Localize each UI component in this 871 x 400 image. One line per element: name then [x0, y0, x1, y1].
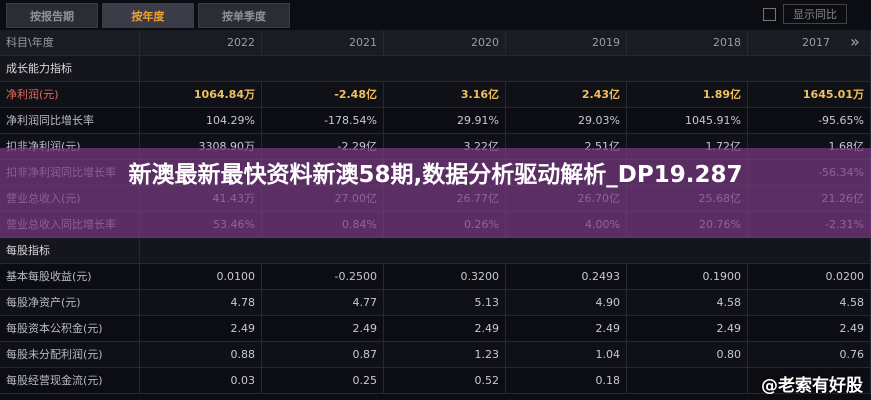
table-cell: 2.49	[262, 316, 384, 342]
table-cell: 2.43亿	[506, 82, 627, 108]
table-cell: 4.58	[748, 290, 871, 316]
table-cell: 3.16亿	[384, 82, 506, 108]
row-label: 净利润同比增长率	[0, 108, 140, 134]
table-cell: 29.03%	[506, 108, 627, 134]
column-header: 科目\年度	[0, 30, 140, 56]
table-cell: 2.49	[627, 316, 748, 342]
table-cell: 29.91%	[384, 108, 506, 134]
table-cell: 0.25	[262, 368, 384, 394]
row-label: 净利润(元)	[0, 82, 140, 108]
column-header: 2017	[748, 30, 871, 56]
table-cell: 0.76	[748, 342, 871, 368]
table-cell: -0.2500	[262, 264, 384, 290]
row-label: 每股净资产(元)	[0, 290, 140, 316]
table-cell: 0.18	[506, 368, 627, 394]
watermark: @老索有好股	[761, 376, 863, 396]
table-cell: 4.77	[262, 290, 384, 316]
column-header: 2022	[140, 30, 262, 56]
column-header: 2021	[262, 30, 384, 56]
row-label: 基本每股收益(元)	[0, 264, 140, 290]
table-cell: 0.88	[140, 342, 262, 368]
table-cell: 0.3200	[384, 264, 506, 290]
table-cell: 4.90	[506, 290, 627, 316]
table-cell: 2.49	[384, 316, 506, 342]
row-label: 每股经营现金流(元)	[0, 368, 140, 394]
checkbox[interactable]	[763, 8, 776, 21]
table-cell: 2.49	[748, 316, 871, 342]
row-label: 每股未分配利润(元)	[0, 342, 140, 368]
table-cell: 0.0100	[140, 264, 262, 290]
table-cell	[627, 368, 748, 394]
more-button[interactable]: »	[850, 32, 860, 51]
table-cell: 4.78	[140, 290, 262, 316]
table-cell: 0.2493	[506, 264, 627, 290]
table-cell: 2.49	[140, 316, 262, 342]
table-cell: 0.03	[140, 368, 262, 394]
table-cell: 1064.84万	[140, 82, 262, 108]
table-cell: 1645.01万	[748, 82, 871, 108]
table-cell: -2.48亿	[262, 82, 384, 108]
row-label: 每股资本公积金(元)	[0, 316, 140, 342]
table-cell: 5.13	[384, 290, 506, 316]
tab[interactable]: 按单季度	[198, 3, 290, 28]
table-cell: 1.89亿	[627, 82, 748, 108]
table-cell: -178.54%	[262, 108, 384, 134]
table-cell: 2.49	[506, 316, 627, 342]
table-cell: 0.0200	[748, 264, 871, 290]
column-header: 2020	[384, 30, 506, 56]
section-fill	[140, 56, 871, 82]
table-cell: 0.87	[262, 342, 384, 368]
tab[interactable]: 按年度	[102, 3, 194, 28]
option-label[interactable]: 显示同比	[783, 4, 847, 24]
table-cell: 4.58	[627, 290, 748, 316]
row-label: 每股指标	[0, 238, 140, 264]
table-cell: 0.1900	[627, 264, 748, 290]
tab[interactable]: 按报告期	[6, 3, 98, 28]
table-cell: 0.80	[627, 342, 748, 368]
table-cell: -95.65%	[748, 108, 871, 134]
row-label: 成长能力指标	[0, 56, 140, 82]
banner: 新澳最新最快资料新澳58期,数据分析驱动解析_DP19.287	[0, 148, 871, 238]
table-cell: 0.52	[384, 368, 506, 394]
table-cell: 1.04	[506, 342, 627, 368]
section-fill	[140, 238, 871, 264]
column-header: 2018	[627, 30, 748, 56]
table-cell: 1.23	[384, 342, 506, 368]
table-cell: 1045.91%	[627, 108, 748, 134]
table-cell: 104.29%	[140, 108, 262, 134]
column-header: 2019	[506, 30, 627, 56]
